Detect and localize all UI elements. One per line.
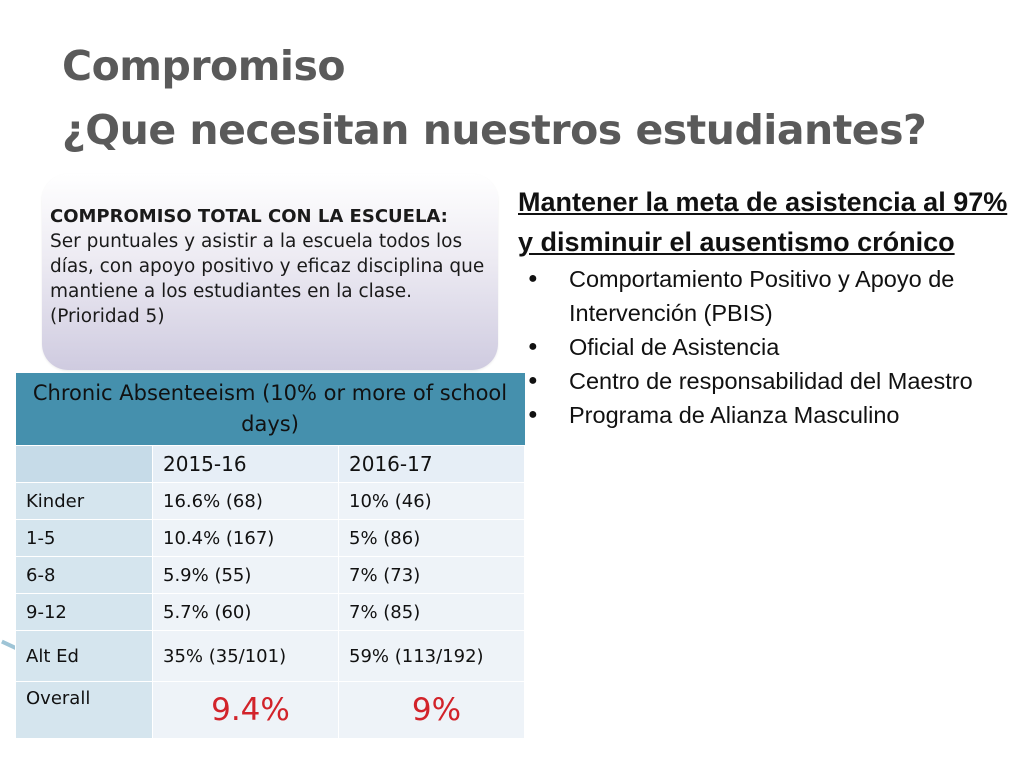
- absenteeism-table: Chronic Absenteeism (10% or more of scho…: [15, 373, 526, 739]
- table-cell: 16.6% (68): [152, 482, 339, 520]
- table-cell-wrap: 9.4%: [152, 681, 339, 739]
- table-cell: 5% (86): [337, 519, 526, 557]
- goal-bullet-list: ● Comportamiento Positivo y Apoyo de Inte…: [518, 262, 1008, 432]
- table-row: Alt Ed 35% (35/101) 59% (113/192): [15, 630, 526, 682]
- row-label: 1-5: [15, 519, 153, 557]
- table-cell: 7% (85): [337, 593, 526, 631]
- bullet-icon: ●: [528, 338, 538, 355]
- table-cell: 59% (113/192): [337, 630, 526, 682]
- row-label: Overall: [15, 681, 153, 739]
- column-header: 2015-16: [152, 445, 339, 483]
- page-title: Compromiso ¿Que necesitan nuestros estud…: [62, 34, 1002, 162]
- table-row: 6-8 5.9% (55) 7% (73): [15, 556, 526, 594]
- goal-bullet-text: Oficial de Asistencia: [569, 334, 780, 360]
- callout-body: Ser puntuales y asistir a la escuela tod…: [50, 231, 485, 327]
- callout-heading: COMPROMISO TOTAL CON LA ESCUELA:: [50, 206, 448, 227]
- goal-bullet: ● Comportamiento Positivo y Apoyo de Inte…: [518, 262, 1008, 330]
- title-line-2: ¿Que necesitan nuestros estudiantes?: [62, 106, 927, 154]
- table-cell: 10.4% (167): [152, 519, 339, 557]
- goal-heading: Mantener la meta de asistencia al 97% y …: [518, 187, 1008, 257]
- title-line-1: Compromiso: [62, 42, 346, 90]
- goal-bullet-text: Programa de Alianza Masculino: [569, 402, 900, 428]
- table-row: 1-5 10.4% (167) 5% (86): [15, 519, 526, 557]
- table-cell-wrap: 9%: [337, 681, 526, 739]
- callout-text: COMPROMISO TOTAL CON LA ESCUELA: Ser pun…: [50, 204, 490, 329]
- table-row: Overall 9.4% 9%: [15, 681, 526, 739]
- table-row: Kinder 16.6% (68) 10% (46): [15, 482, 526, 520]
- column-header: [15, 445, 153, 483]
- table-cell: 35% (35/101): [152, 630, 339, 682]
- table-cell: 7% (73): [337, 556, 526, 594]
- row-label: Kinder: [15, 482, 153, 520]
- goal-bullet-text: Centro de responsabilidad del Maestro: [569, 368, 973, 394]
- table-cell: 5.9% (55): [152, 556, 339, 594]
- goal-bullet: ● Oficial de Asistencia: [518, 330, 1008, 364]
- row-label: 9-12: [15, 593, 153, 631]
- row-label: Alt Ed: [15, 630, 153, 682]
- table-row: 9-12 5.7% (60) 7% (85): [15, 593, 526, 631]
- goal-bullet: ● Programa de Alianza Masculino: [518, 398, 1008, 432]
- row-label: 6-8: [15, 556, 153, 594]
- bullet-icon: ●: [528, 270, 538, 287]
- commitment-callout: COMPROMISO TOTAL CON LA ESCUELA: Ser pun…: [42, 174, 498, 370]
- table-cell: 5.7% (60): [152, 593, 339, 631]
- column-header: 2016-17: [337, 445, 526, 483]
- table-title: Chronic Absenteeism (10% or more of scho…: [15, 373, 525, 446]
- goal-panel: Mantener la meta de asistencia al 97% y …: [518, 182, 1008, 432]
- bullet-icon: ●: [528, 406, 538, 423]
- bullet-icon: ●: [528, 372, 538, 389]
- goal-bullet-text: Comportamiento Positivo y Apoyo de Inter…: [569, 266, 955, 326]
- goal-bullet: ● Centro de responsabilidad del Maestro: [518, 364, 1008, 398]
- overall-value: 9%: [411, 692, 462, 728]
- overall-value: 9.4%: [211, 692, 290, 728]
- table-cell: 10% (46): [337, 482, 526, 520]
